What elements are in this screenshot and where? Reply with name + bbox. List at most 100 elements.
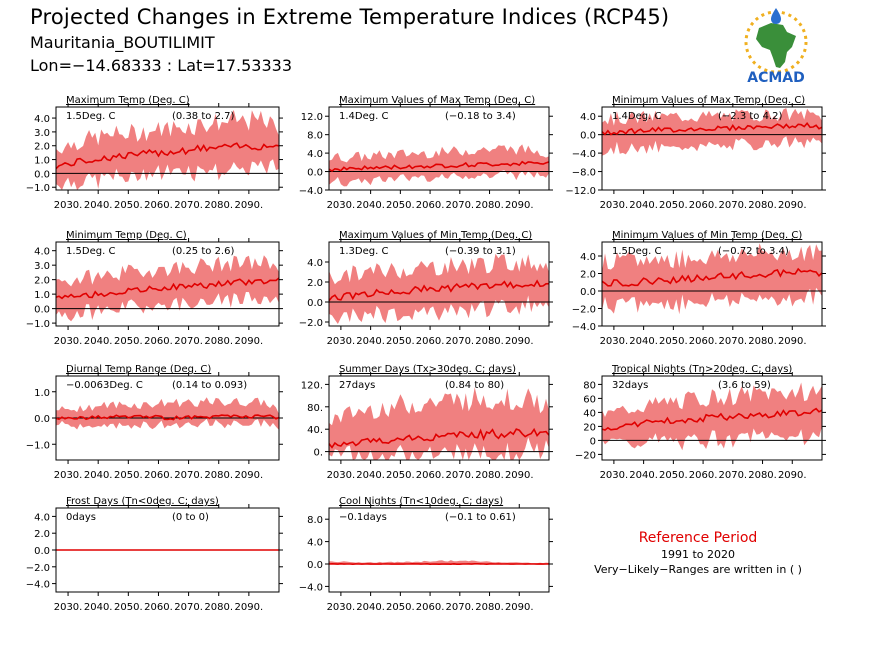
chart-title: Minimum Values of Max Temp (Deg. C) xyxy=(612,95,805,106)
x-tick-label: 2030. xyxy=(600,336,629,347)
water-drop-icon xyxy=(771,8,781,24)
x-tick-label: 2040. xyxy=(84,602,113,613)
y-tick-label: 2.0 xyxy=(307,278,323,289)
chart-title: Summer Days (Tx>30deg. C; days) xyxy=(339,364,516,375)
x-tick-label: 2090. xyxy=(505,602,534,613)
mean-series-line xyxy=(55,414,280,421)
y-tick-label: −20 xyxy=(575,450,596,461)
location-name: Mauritania_BOUTILIMIT xyxy=(30,33,215,52)
x-tick-label: 2050. xyxy=(659,336,688,347)
x-tick-label: 2070. xyxy=(718,200,747,211)
x-tick-label: 2070. xyxy=(174,470,203,481)
y-tick-label: 0.0 xyxy=(34,414,50,425)
x-tick-label: 2090. xyxy=(505,200,534,211)
y-tick-label: 40 xyxy=(583,408,596,419)
x-tick-label: 2080. xyxy=(204,336,233,347)
y-tick-label: 1.0 xyxy=(34,388,50,399)
uncertainty-band xyxy=(56,255,279,322)
y-tick-label: 2.0 xyxy=(34,142,50,153)
range-label: (0.84 to 80) xyxy=(445,380,504,391)
chart-title: Cool Nights (Tn<10deg. C; days) xyxy=(339,496,503,507)
x-tick-label: 2080. xyxy=(748,336,777,347)
y-tick-label: −2.0 xyxy=(26,563,50,574)
x-tick-label: 2040. xyxy=(84,200,113,211)
range-label: (−0.72 to 3.4) xyxy=(718,246,789,257)
chart-panel: −20 0 20 40 60 80 2030. 2040. 2050. 2060. 2070. 208… xyxy=(575,364,826,481)
x-tick-label: 2080. xyxy=(204,602,233,613)
x-tick-label: 2090. xyxy=(235,200,264,211)
x-tick-label: 2060. xyxy=(689,336,718,347)
range-label: (−0.18 to 3.4) xyxy=(445,111,516,122)
plot-frame xyxy=(328,375,550,461)
plot-frame xyxy=(55,106,280,191)
chart-panel: −4.0 0.0 4.0 8.0 12.0 2030. 2040. 2050. 2060. 207… xyxy=(299,95,553,211)
y-tick-label: 0.0 xyxy=(34,305,50,316)
y-tick-label: 8.0 xyxy=(307,131,323,142)
y-tick-label: 0 xyxy=(590,436,596,447)
value-label: 1.4Deg. C xyxy=(612,111,661,122)
y-tick-label: 60 xyxy=(583,394,596,405)
mean-series-line xyxy=(55,142,280,170)
x-tick-label: 2070. xyxy=(174,336,203,347)
value-label: 32days xyxy=(612,380,648,391)
africa-shape-icon xyxy=(756,23,796,68)
x-tick-label: 2030. xyxy=(600,470,629,481)
mean-series-line xyxy=(328,427,550,449)
plot-frame xyxy=(328,106,550,191)
x-tick-label: 2030. xyxy=(600,200,629,211)
range-label: (−0.1 to 0.61) xyxy=(445,512,516,523)
y-tick-label: −4.0 xyxy=(299,582,323,593)
x-tick-label: 2080. xyxy=(748,200,777,211)
x-tick-label: 2070. xyxy=(445,602,474,613)
y-tick-label: 3.0 xyxy=(34,261,50,272)
mean-series-line xyxy=(601,267,823,287)
y-tick-label: 0.0 xyxy=(34,169,50,180)
x-tick-label: 2050. xyxy=(386,200,415,211)
chart-panel: −1.0 0.0 1.0 2030. 2040. 2050. 2060. 2070. 2080.… xyxy=(26,364,283,481)
value-label: 0days xyxy=(66,512,96,523)
x-tick-label: 2030. xyxy=(327,470,356,481)
range-label: (3.6 to 59) xyxy=(718,380,771,391)
y-tick-label: −1.0 xyxy=(26,440,50,451)
chart-title: Maximum Temp (Deg. C) xyxy=(66,95,190,106)
location-coordinates: Lon=−14.68333 : Lat=17.53333 xyxy=(30,56,293,75)
x-tick-label: 2090. xyxy=(778,336,807,347)
x-tick-label: 2030. xyxy=(327,336,356,347)
range-label: (0.14 to 0.093) xyxy=(172,380,247,391)
x-tick-label: 2080. xyxy=(748,470,777,481)
y-tick-label: 0.0 xyxy=(34,546,50,557)
range-label: (−0.39 to 3.1) xyxy=(445,246,516,257)
y-tick-label: 4.0 xyxy=(34,247,50,258)
value-label: 1.3Deg. C xyxy=(339,246,388,257)
x-tick-label: 2050. xyxy=(114,470,143,481)
plot-frame xyxy=(601,106,823,191)
x-tick-label: 2070. xyxy=(718,470,747,481)
y-tick-label: −4.0 xyxy=(572,149,596,160)
y-tick-label: 0.0 xyxy=(307,560,323,571)
y-tick-label: 2.0 xyxy=(34,529,50,540)
x-tick-label: 2050. xyxy=(659,200,688,211)
x-tick-label: 2060. xyxy=(144,336,173,347)
y-tick-label: 4.0 xyxy=(307,258,323,269)
x-tick-label: 2080. xyxy=(475,336,504,347)
x-tick-label: 2070. xyxy=(445,200,474,211)
x-tick-label: 2090. xyxy=(505,336,534,347)
y-tick-label: 4.0 xyxy=(580,252,596,263)
x-tick-label: 2030. xyxy=(327,602,356,613)
plot-frame xyxy=(55,241,280,327)
y-tick-label: −1.0 xyxy=(26,183,50,194)
x-tick-label: 2070. xyxy=(174,200,203,211)
uncertainty-band xyxy=(329,144,549,187)
y-tick-label: 1.0 xyxy=(34,290,50,301)
value-label: 1.5Deg. C xyxy=(66,246,115,257)
y-tick-label: −4.0 xyxy=(299,186,323,197)
reference-period-note: Very−Likely−Ranges are written in ( ) xyxy=(594,563,802,576)
range-label: (0.38 to 2.7) xyxy=(172,111,234,122)
plot-frame xyxy=(601,241,823,327)
y-tick-label: 12.0 xyxy=(301,112,323,123)
y-tick-label: 120. xyxy=(301,380,323,391)
value-label: 27days xyxy=(339,380,375,391)
x-tick-label: 2050. xyxy=(386,602,415,613)
